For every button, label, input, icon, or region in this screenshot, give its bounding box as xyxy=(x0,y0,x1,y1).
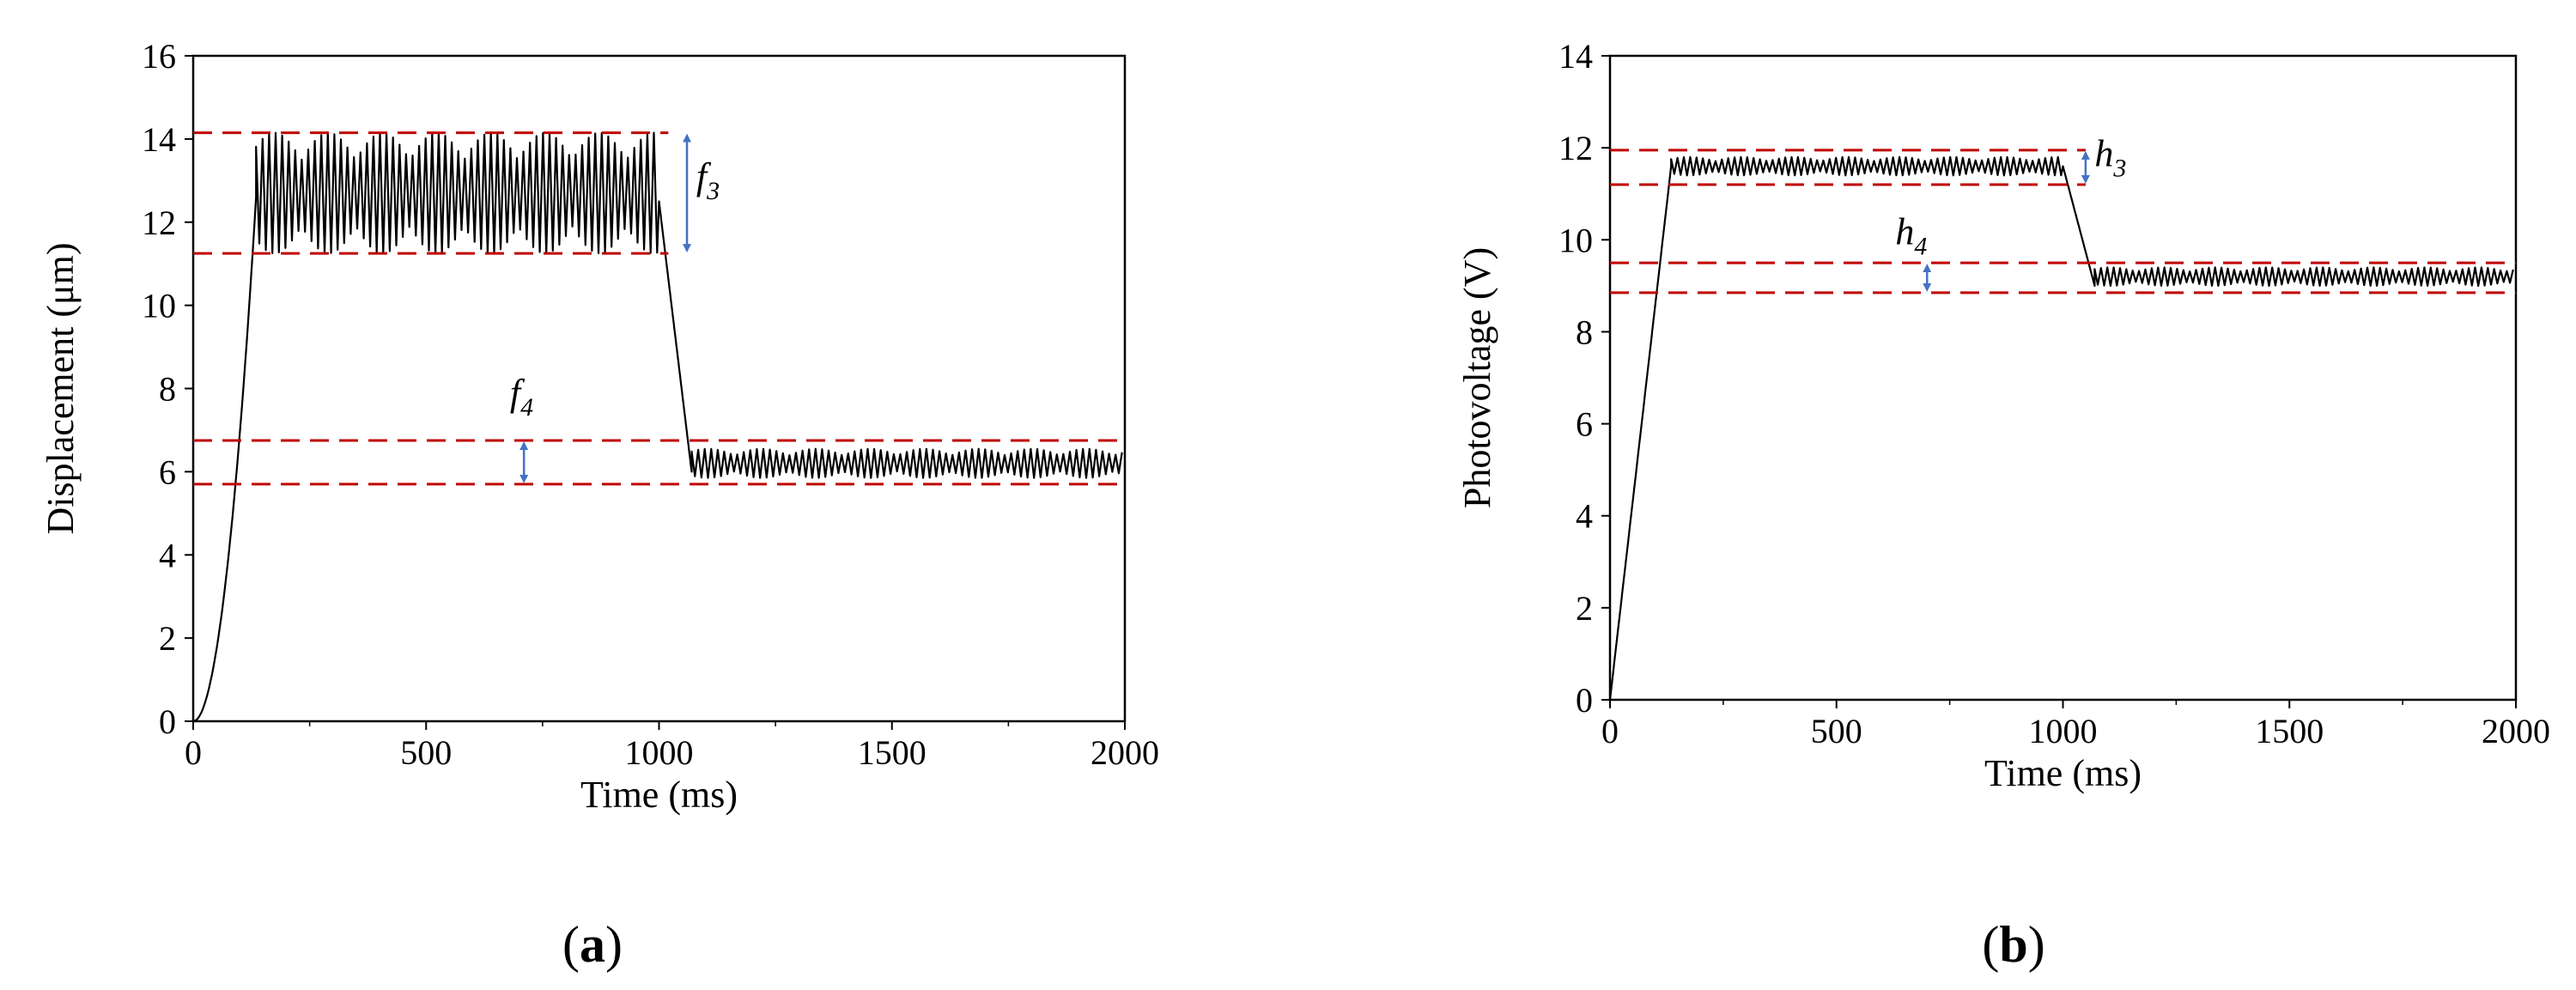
y-tick-label: 12 xyxy=(1558,129,1593,167)
y-tick-label: 14 xyxy=(1558,37,1593,76)
y-tick-label: 16 xyxy=(142,37,176,76)
y-tick-label: 14 xyxy=(142,120,176,159)
annotation-base: h xyxy=(1895,211,1914,253)
annotation-label: f3 xyxy=(696,155,720,205)
y-axis-title: Displacement (μm) xyxy=(39,242,82,534)
plot-frame xyxy=(1608,54,2518,702)
x-tick-label: 1000 xyxy=(625,733,694,772)
y-tick-label: 10 xyxy=(142,287,176,325)
panel-label-letter: b xyxy=(1999,916,2027,973)
x-tick-label: 2000 xyxy=(2482,712,2550,750)
y-tick-label: 4 xyxy=(159,536,176,574)
panel-label-open: ( xyxy=(1982,916,1999,973)
panel-label: (a) xyxy=(562,916,623,973)
y-tick-label: 8 xyxy=(159,370,176,409)
y-tick-label: 6 xyxy=(159,452,176,491)
x-tick-label: 500 xyxy=(1811,712,1862,750)
x-tick-label: 500 xyxy=(400,733,452,772)
panel-label-letter: a xyxy=(580,916,605,973)
y-tick-label: 0 xyxy=(159,702,176,741)
x-tick-label: 2000 xyxy=(1091,733,1159,772)
chart-panel-a: 0 500 1000 1500 2000 0 2 4 6 8 10 12 14 16 Time (ms) Di… xyxy=(39,37,1159,973)
x-tick-label: 1500 xyxy=(2255,712,2324,750)
annotation-label: h3 xyxy=(2094,133,2126,183)
annotation-subscript: 3 xyxy=(2112,155,2126,183)
x-tick-label: 0 xyxy=(185,733,202,772)
annotation-subscript: 3 xyxy=(706,177,720,205)
annotation-subscript: 4 xyxy=(520,393,533,422)
x-tick-label: 1500 xyxy=(858,733,927,772)
y-tick-label: 2 xyxy=(1576,589,1593,628)
y-axis-title: Photovoltage (V) xyxy=(1456,247,1498,508)
panel-label-close: ) xyxy=(605,916,623,973)
panel-label-close: ) xyxy=(2028,916,2045,973)
data-series-line xyxy=(1608,155,2514,701)
y-tick-label: 2 xyxy=(159,619,176,658)
y-tick-label: 12 xyxy=(142,203,176,242)
annotation-label: h4 xyxy=(1895,211,1927,261)
panel-label: (b) xyxy=(1982,916,2044,973)
annotation-base: h xyxy=(2094,133,2113,175)
x-axis-title: Time (ms) xyxy=(580,774,738,816)
x-tick-label: 1000 xyxy=(2029,712,2098,750)
x-tick-label: 0 xyxy=(1601,712,1619,750)
panel-label-open: ( xyxy=(562,916,580,973)
y-tick-label: 6 xyxy=(1576,405,1593,444)
y-tick-label: 10 xyxy=(1558,221,1593,259)
data-series-line xyxy=(192,131,1123,723)
y-tick-label: 4 xyxy=(1576,497,1593,536)
annotation-label: f4 xyxy=(510,372,533,422)
chart-panel-b: 0 500 1000 1500 2000 0 2 4 6 8 10 12 14 Time (ms) Phot… xyxy=(1456,37,2550,973)
y-tick-label: 0 xyxy=(1576,681,1593,720)
annotation-subscript: 4 xyxy=(1914,233,1927,261)
y-tick-label: 8 xyxy=(1576,313,1593,351)
x-axis-title: Time (ms) xyxy=(1984,752,2142,794)
